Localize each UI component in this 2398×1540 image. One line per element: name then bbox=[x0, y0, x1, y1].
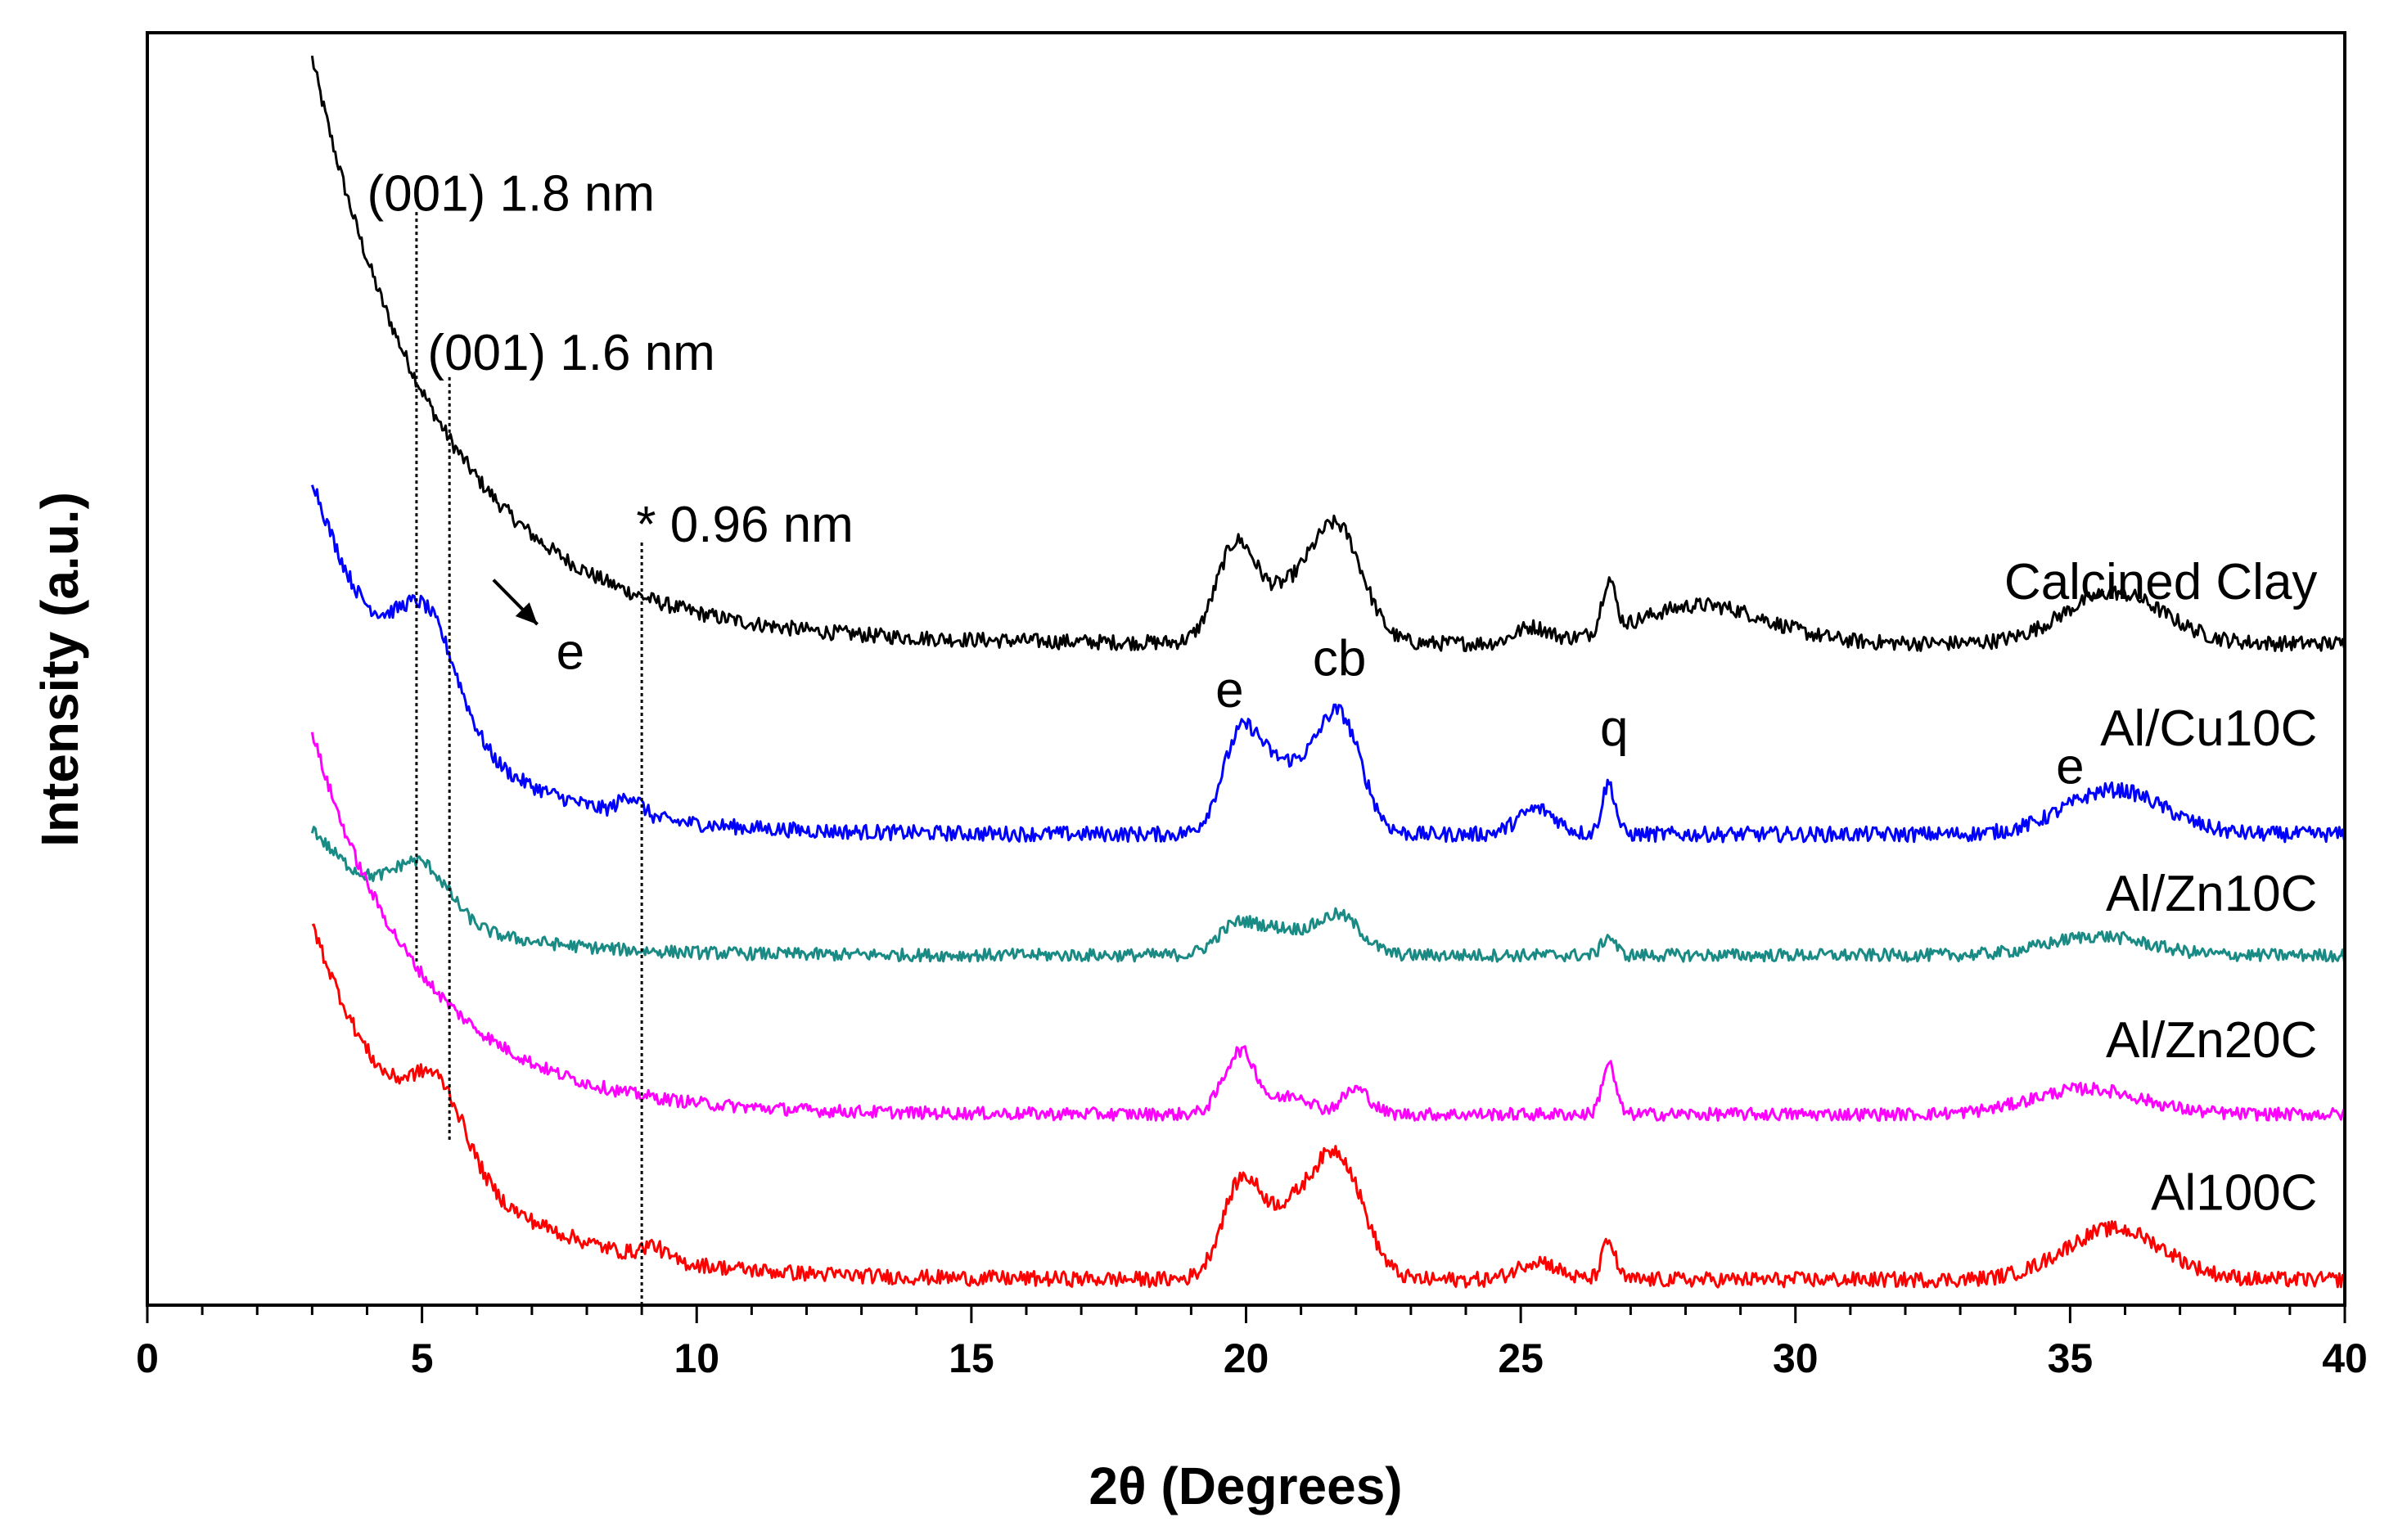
series-label-1: Al/Cu10C bbox=[2100, 700, 2317, 757]
series-label-0: Calcined Clay bbox=[2004, 554, 2318, 610]
arrow-head bbox=[515, 602, 538, 625]
x-tick-label: 15 bbox=[949, 1335, 994, 1381]
x-tick-label: 35 bbox=[2048, 1335, 2094, 1381]
annotation-7: e bbox=[2056, 738, 2084, 795]
x-tick-label: 10 bbox=[674, 1335, 719, 1381]
x-axis-ticks: 0 5 10 15 20 25 30 35 40 bbox=[136, 1305, 2368, 1381]
series-line-1 bbox=[310, 484, 2346, 844]
x-tick-label: 40 bbox=[2322, 1335, 2368, 1381]
series-line-2 bbox=[310, 826, 2346, 963]
annotation-1: (001) 1.6 nm bbox=[427, 325, 715, 381]
x-tick-label: 30 bbox=[1773, 1335, 1819, 1381]
y-axis-title: Intensity (a.u.) bbox=[30, 492, 89, 847]
x-tick-label: 25 bbox=[1498, 1335, 1544, 1381]
series-labels: Calcined Clay Al/Cu10C Al/Zn10C Al/Zn20C Al1… bbox=[2004, 554, 2318, 1221]
x-tick-label: 0 bbox=[136, 1335, 159, 1381]
series-line-3 bbox=[310, 732, 2346, 1122]
annotation-2: * 0.96 nm bbox=[636, 497, 853, 553]
series-line-4 bbox=[311, 923, 2346, 1289]
x-tick-label: 20 bbox=[1224, 1335, 1269, 1381]
series-label-2: Al/Zn10C bbox=[2106, 866, 2317, 922]
annotation-0: (001) 1.8 nm bbox=[367, 166, 656, 223]
series-line-0 bbox=[310, 56, 2346, 652]
series-label-3: Al/Zn20C bbox=[2106, 1012, 2317, 1069]
annotation-5: cb bbox=[1313, 630, 1366, 687]
annotation-4: e bbox=[1215, 662, 1243, 718]
series-label-4: Al100C bbox=[2151, 1164, 2317, 1221]
series-traces bbox=[310, 56, 2346, 1289]
x-tick-label: 5 bbox=[411, 1335, 434, 1381]
annotation-6: q bbox=[1600, 700, 1628, 757]
annotation-3: e bbox=[557, 624, 584, 681]
reference-lines bbox=[415, 210, 643, 1305]
x-axis-title: 2θ (Degrees) bbox=[1089, 1457, 1402, 1515]
plot-frame bbox=[146, 31, 2346, 1307]
peak-annotations: (001) 1.8 nm (001) 1.6 nm * 0.96 nm e e cb q e bbox=[367, 166, 2085, 795]
